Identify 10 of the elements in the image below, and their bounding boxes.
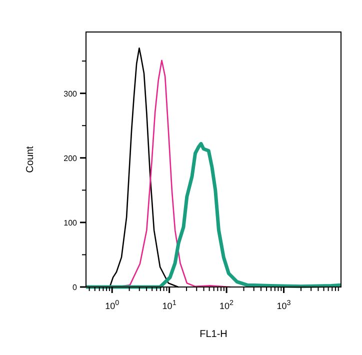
y-tick-label: 200 bbox=[64, 154, 78, 163]
x-tick-label: 10$^{3}$ bbox=[276, 298, 291, 311]
y-tick-label: 300 bbox=[64, 89, 78, 98]
y-tick-label: 100 bbox=[64, 218, 78, 228]
x-tick-label: 10$^{2}$ bbox=[220, 298, 234, 311]
x-axis-title: FL1-H bbox=[200, 329, 228, 340]
y-axis-title: Count bbox=[25, 146, 36, 173]
x-tick-label: 10$^{1}$ bbox=[162, 298, 176, 311]
y-tick-label: 0 bbox=[72, 283, 78, 292]
x-tick-label: 10$^{0}$ bbox=[105, 298, 120, 311]
